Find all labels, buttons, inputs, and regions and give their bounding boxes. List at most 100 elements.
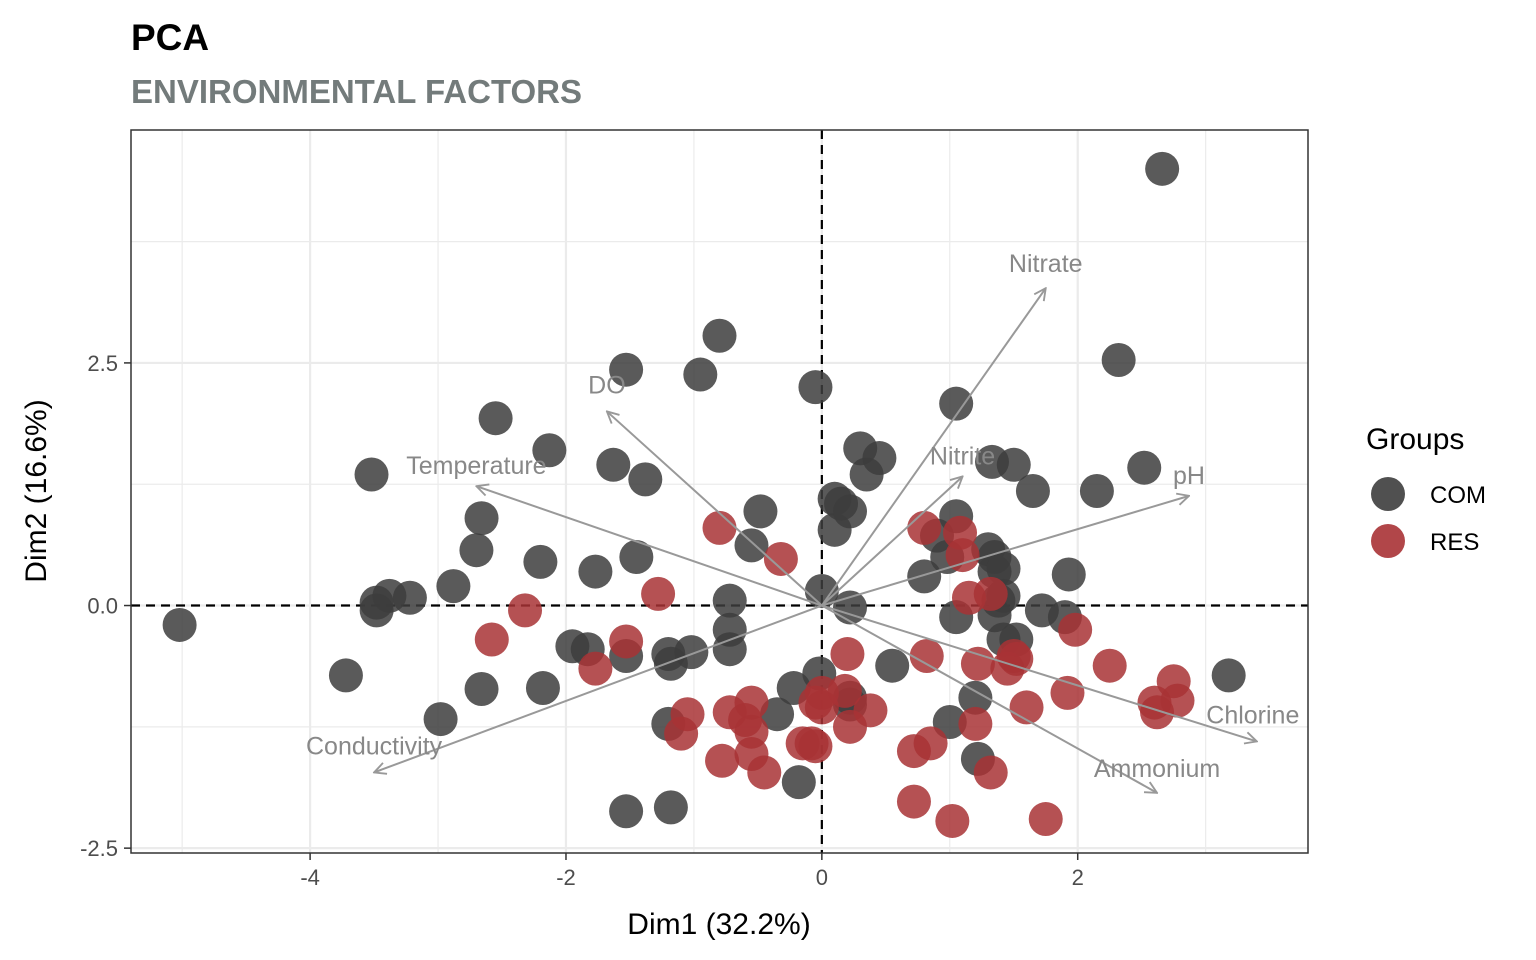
legend-key-com (1371, 477, 1405, 511)
data-point-com (1079, 474, 1114, 509)
variable-label-do: DO (588, 371, 626, 399)
y-tick-label: 0.0 (87, 594, 118, 619)
chart-subtitle: ENVIRONMENTAL FACTORS (131, 73, 582, 110)
variable-arrow-conductivity (374, 604, 823, 773)
y-axis-ticks: -2.5 0.0 2.5 (80, 351, 131, 861)
data-point-com (798, 370, 833, 405)
data-point-com (1051, 557, 1086, 592)
data-point-res (1028, 802, 1063, 837)
data-point-com (532, 433, 567, 468)
data-point-com (609, 352, 644, 387)
legend: Groups COM RES (1366, 423, 1486, 558)
variable-label-nitrate: Nitrate (1009, 250, 1083, 278)
variable-arrow-ammonium (821, 604, 1157, 793)
data-point-res (896, 784, 931, 819)
data-point-com (464, 671, 499, 706)
plot-border (130, 129, 1309, 854)
data-point-com (804, 573, 839, 608)
data-point-com (958, 680, 993, 715)
data-point-res (830, 637, 865, 672)
data-point-com (1127, 450, 1162, 485)
data-point-com (939, 386, 974, 421)
data-point-com (628, 462, 663, 497)
legend-title: Groups (1366, 423, 1464, 456)
data-point-com (743, 494, 778, 529)
data-point-com (907, 559, 942, 594)
data-point-com (1015, 474, 1050, 509)
data-point-com (1101, 343, 1136, 378)
data-point-com (464, 501, 499, 536)
data-point-res (1160, 683, 1195, 718)
data-point-com (875, 648, 910, 683)
data-point-res (909, 638, 944, 673)
data-point-com (392, 580, 427, 615)
data-point-res (734, 685, 769, 720)
data-point-com (862, 441, 897, 476)
data-point-res (670, 697, 705, 732)
data-point-com (523, 544, 558, 579)
variable-arrow-ph (821, 496, 1189, 607)
data-point-res (641, 576, 676, 611)
data-point-res (935, 803, 970, 838)
data-point-res (958, 706, 993, 741)
variable-label-temperature: Temperature (406, 452, 546, 480)
data-point-res (960, 646, 995, 681)
variable-arrow-nitrate (821, 288, 1046, 607)
x-axis-title: Dim1 (32.2%) (627, 908, 810, 941)
x-tick-label: -4 (300, 865, 320, 890)
grid-lines (131, 130, 1308, 853)
data-point-com (619, 540, 654, 575)
data-point-res (1092, 648, 1127, 683)
data-point-res (827, 673, 862, 708)
variable-label-ammonium: Ammonium (1094, 755, 1220, 783)
data-point-com (578, 554, 613, 589)
data-point-com (525, 671, 560, 706)
data-point-com (1211, 658, 1246, 693)
data-point-res (1058, 612, 1093, 647)
data-point-res (973, 755, 1008, 790)
variable-arrow-chlorine (821, 604, 1257, 742)
data-point-com (609, 794, 644, 829)
data-point-res (702, 510, 737, 545)
variable-arrow-do (607, 411, 823, 607)
data-point-com (712, 583, 747, 618)
data-point-res (763, 541, 798, 576)
x-tick-label: -2 (556, 865, 576, 890)
x-tick-label: 2 (1072, 865, 1084, 890)
data-point-com (653, 790, 688, 825)
data-point-com (734, 528, 769, 563)
x-tick-label: 0 (816, 865, 828, 890)
data-point-res (945, 538, 980, 573)
data-point-com (683, 357, 718, 392)
data-point-res (913, 726, 948, 761)
data-point-com (760, 697, 795, 732)
data-point-res (853, 693, 888, 728)
data-point-com (996, 447, 1031, 482)
data-point-com (1145, 151, 1180, 186)
data-point-res (973, 576, 1008, 611)
data-points (162, 151, 1246, 838)
variable-label-chlorine: Chlorine (1206, 701, 1299, 729)
data-point-com (596, 447, 631, 482)
data-point-com (674, 635, 709, 670)
data-point-res (578, 651, 613, 686)
variable-label-ph: pH (1173, 462, 1205, 490)
data-point-com (986, 551, 1021, 586)
data-point-com (436, 569, 471, 604)
data-point-com (423, 702, 458, 737)
data-point-res (474, 622, 509, 657)
data-point-res (907, 510, 942, 545)
variable-label-nitrite: Nitrite (930, 442, 995, 470)
data-point-com (832, 494, 867, 529)
data-point-res (1050, 675, 1085, 710)
data-point-com (328, 658, 363, 693)
variable-label-conductivity: Conductivity (306, 732, 443, 760)
data-point-res (508, 593, 543, 628)
data-point-com (832, 590, 867, 625)
data-point-com (781, 765, 816, 800)
y-tick-label: 2.5 (87, 351, 118, 376)
data-point-res (705, 743, 740, 778)
data-point-com (459, 533, 494, 568)
data-point-com (712, 612, 747, 647)
